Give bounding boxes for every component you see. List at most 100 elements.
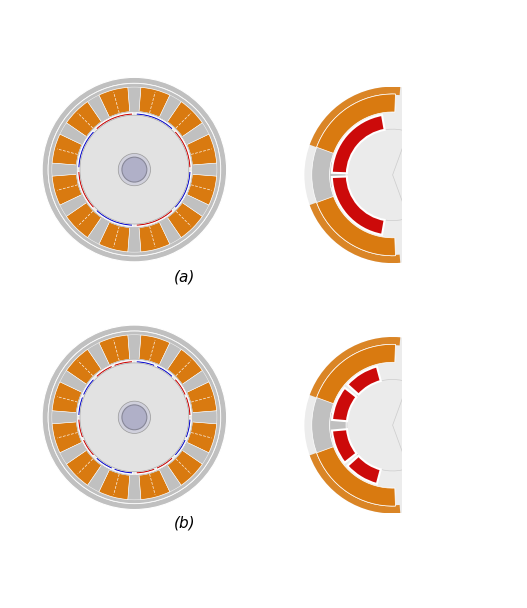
Wedge shape xyxy=(52,411,76,424)
Wedge shape xyxy=(95,365,113,378)
Wedge shape xyxy=(159,465,181,492)
Wedge shape xyxy=(99,88,130,117)
Wedge shape xyxy=(42,325,227,510)
Polygon shape xyxy=(403,69,515,281)
Wedge shape xyxy=(87,343,110,370)
Polygon shape xyxy=(287,52,405,87)
Wedge shape xyxy=(330,412,347,438)
Wedge shape xyxy=(78,419,84,438)
Wedge shape xyxy=(332,388,357,421)
Wedge shape xyxy=(310,337,401,398)
Wedge shape xyxy=(174,131,191,168)
Wedge shape xyxy=(159,343,181,370)
Wedge shape xyxy=(156,457,173,469)
Wedge shape xyxy=(87,218,110,244)
Wedge shape xyxy=(317,447,395,506)
Wedge shape xyxy=(60,123,86,145)
Circle shape xyxy=(122,157,147,182)
Wedge shape xyxy=(99,335,130,365)
Wedge shape xyxy=(78,396,84,416)
Wedge shape xyxy=(78,171,95,209)
Wedge shape xyxy=(185,419,191,438)
Wedge shape xyxy=(52,134,82,165)
Wedge shape xyxy=(95,209,133,226)
Wedge shape xyxy=(139,88,170,117)
Wedge shape xyxy=(187,422,217,453)
Wedge shape xyxy=(60,195,86,216)
Wedge shape xyxy=(192,163,217,176)
Circle shape xyxy=(118,153,151,186)
Wedge shape xyxy=(167,349,202,384)
Text: (b): (b) xyxy=(173,515,196,530)
Circle shape xyxy=(118,401,151,434)
Wedge shape xyxy=(139,470,170,500)
Wedge shape xyxy=(182,370,209,392)
Wedge shape xyxy=(159,218,181,244)
Wedge shape xyxy=(347,379,408,471)
Wedge shape xyxy=(310,87,401,148)
Polygon shape xyxy=(287,303,405,337)
Wedge shape xyxy=(128,335,141,359)
Wedge shape xyxy=(136,361,155,367)
Wedge shape xyxy=(52,163,76,176)
Wedge shape xyxy=(317,94,395,153)
Wedge shape xyxy=(82,439,95,456)
Wedge shape xyxy=(174,439,187,456)
Polygon shape xyxy=(403,319,515,531)
Wedge shape xyxy=(128,87,141,112)
Wedge shape xyxy=(139,335,170,365)
Wedge shape xyxy=(66,349,102,384)
Wedge shape xyxy=(52,422,82,453)
Polygon shape xyxy=(287,513,405,548)
Wedge shape xyxy=(192,411,217,424)
Wedge shape xyxy=(182,442,209,464)
Circle shape xyxy=(76,359,192,475)
Wedge shape xyxy=(78,131,95,168)
Wedge shape xyxy=(139,222,170,252)
Wedge shape xyxy=(182,195,209,216)
Wedge shape xyxy=(312,94,395,256)
Wedge shape xyxy=(60,442,86,464)
Circle shape xyxy=(122,405,147,430)
Wedge shape xyxy=(174,379,187,396)
Wedge shape xyxy=(99,470,130,500)
Wedge shape xyxy=(66,202,102,238)
Wedge shape xyxy=(136,113,173,130)
Wedge shape xyxy=(310,452,401,513)
Circle shape xyxy=(305,87,481,263)
Wedge shape xyxy=(159,95,181,122)
Wedge shape xyxy=(330,162,347,188)
Wedge shape xyxy=(60,370,86,392)
Wedge shape xyxy=(310,202,401,263)
Wedge shape xyxy=(182,123,209,145)
Circle shape xyxy=(80,115,189,224)
Wedge shape xyxy=(156,365,173,378)
Circle shape xyxy=(48,331,221,503)
Wedge shape xyxy=(66,450,102,485)
Wedge shape xyxy=(52,174,82,205)
Wedge shape xyxy=(317,344,395,404)
Circle shape xyxy=(80,363,189,472)
Text: (a): (a) xyxy=(174,269,195,284)
Wedge shape xyxy=(95,113,133,130)
Wedge shape xyxy=(312,344,395,506)
Wedge shape xyxy=(347,456,381,484)
Wedge shape xyxy=(167,102,202,137)
Wedge shape xyxy=(187,382,217,413)
Wedge shape xyxy=(317,196,395,256)
Wedge shape xyxy=(95,457,113,469)
Wedge shape xyxy=(52,382,82,413)
Circle shape xyxy=(48,83,221,256)
Wedge shape xyxy=(82,379,95,396)
Wedge shape xyxy=(136,209,173,226)
Wedge shape xyxy=(347,129,408,221)
Wedge shape xyxy=(187,134,217,165)
Wedge shape xyxy=(167,202,202,238)
Wedge shape xyxy=(332,429,357,463)
Wedge shape xyxy=(99,222,130,252)
Wedge shape xyxy=(87,465,110,492)
Wedge shape xyxy=(185,396,191,416)
Wedge shape xyxy=(114,361,133,367)
Wedge shape xyxy=(114,468,133,474)
Wedge shape xyxy=(174,171,191,209)
